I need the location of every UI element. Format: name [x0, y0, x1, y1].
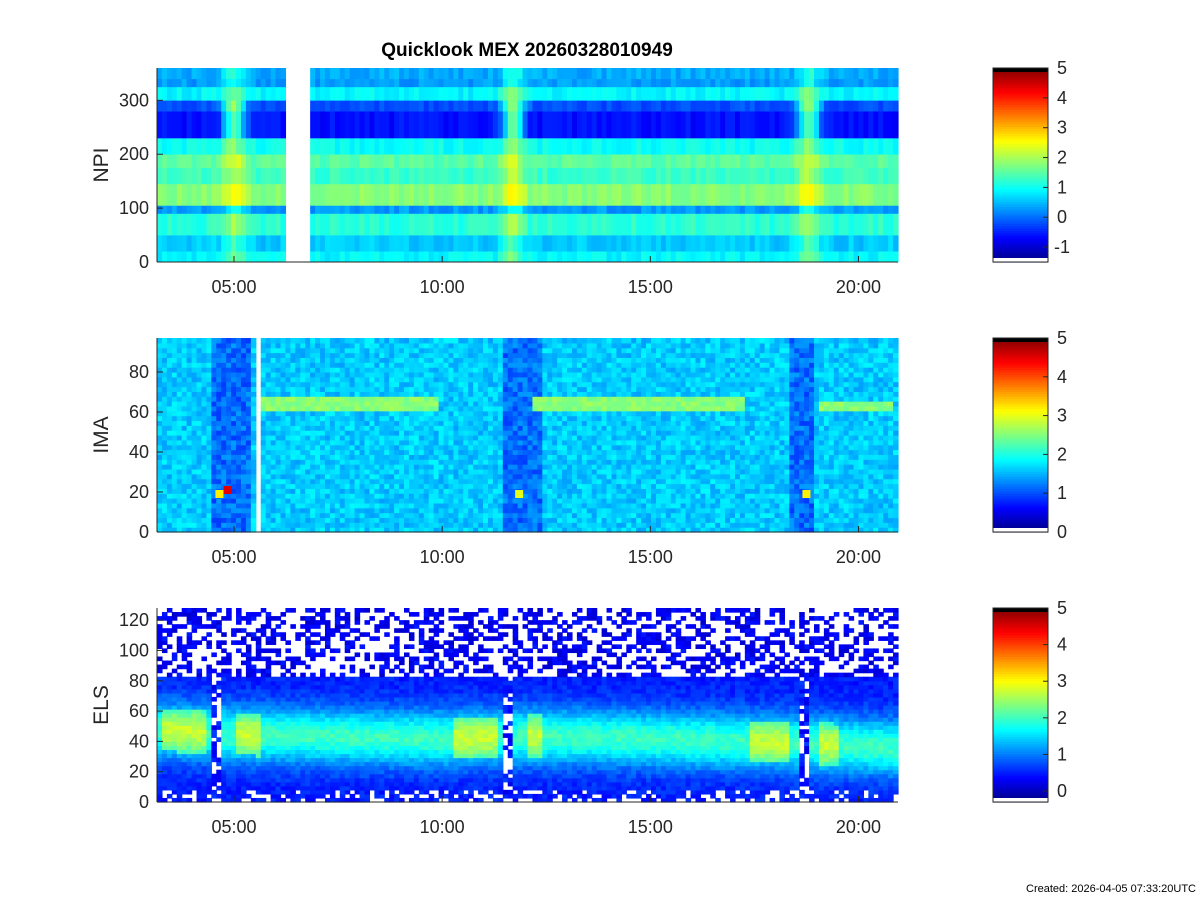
- colorbar-tick-label: 1: [1057, 483, 1067, 503]
- colorbar-tick-label: 0: [1057, 522, 1067, 542]
- colorbar-tick-label: 1: [1057, 177, 1067, 197]
- colorbar-tick-label: 3: [1057, 671, 1067, 691]
- x-tick-label: 10:00: [420, 547, 465, 567]
- y-tick-label: 40: [129, 731, 149, 751]
- creation-timestamp: Created: 2026-04-05 07:33:20UTC: [1026, 883, 1196, 895]
- colorbar-tick-label: 0: [1057, 781, 1067, 801]
- y-tick-label: 60: [129, 402, 149, 422]
- panel-npi: 0 100 200 300 05:00 10:00 15:00 20:00 NPI -1 0 1 2 3 4…: [90, 58, 1070, 297]
- x-tick-label: 05:00: [211, 817, 256, 837]
- x-tick-label: 05:00: [211, 277, 256, 297]
- colorbar-tick-label: 4: [1057, 88, 1067, 108]
- y-tick-label: 40: [129, 442, 149, 462]
- figure-title: Quicklook MEX 20260328010949: [381, 40, 673, 61]
- colorbar-tick-label: 4: [1057, 635, 1067, 655]
- colorbar-tick-label: 4: [1057, 367, 1067, 387]
- spectrogram-npi: [157, 68, 899, 263]
- colorbar-tick-label: -1: [1054, 237, 1070, 257]
- colorbar-tick-label: 0: [1057, 207, 1067, 227]
- colorbar-tick-label: 3: [1057, 406, 1067, 426]
- y-axis-label: IMA: [90, 416, 113, 453]
- colorbar-tick-label: 2: [1057, 708, 1067, 728]
- y-tick-label: 80: [129, 362, 149, 382]
- x-tick-label: 20:00: [836, 817, 881, 837]
- y-tick-label: 20: [129, 762, 149, 782]
- colorbar-ima: 0 1 2 3 4 5: [992, 328, 1067, 542]
- y-tick-label: 300: [119, 90, 149, 110]
- colorbar-tick-label: 5: [1057, 598, 1067, 618]
- colorbar-tick-label: 5: [1057, 58, 1067, 78]
- panel-els: 0 20 40 60 80 100 120 05:00 10:00 15:00 20:00 ELS 0 1…: [90, 598, 1067, 837]
- x-tick-label: 05:00: [211, 547, 256, 567]
- y-tick-label: 20: [129, 482, 149, 502]
- x-tick-label: 15:00: [628, 547, 673, 567]
- x-tick-label: 10:00: [420, 277, 465, 297]
- y-tick-label: 200: [119, 144, 149, 164]
- y-tick-label: 100: [119, 640, 149, 660]
- x-tick-label: 15:00: [628, 817, 673, 837]
- y-axis-label: ELS: [90, 685, 113, 725]
- colorbar-els: 0 1 2 3 4 5: [992, 598, 1067, 803]
- colorbar-tick-label: 3: [1057, 118, 1067, 138]
- x-tick-label: 20:00: [836, 277, 881, 297]
- y-tick-label: 120: [119, 610, 149, 630]
- y-tick-label: 0: [139, 252, 149, 272]
- y-tick-label: 80: [129, 671, 149, 691]
- y-tick-label: 0: [139, 792, 149, 812]
- colorbar-tick-label: 1: [1057, 744, 1067, 764]
- x-tick-label: 20:00: [836, 547, 881, 567]
- colorbar-tick-label: 2: [1057, 148, 1067, 168]
- spectrogram-ima: [157, 338, 899, 533]
- y-tick-label: 0: [139, 522, 149, 542]
- x-tick-label: 10:00: [420, 817, 465, 837]
- panel-ima: 0 20 40 60 80 05:00 10:00 15:00 20:00 IMA 0 1 2 3 4 5: [90, 328, 1067, 567]
- y-axis-label: NPI: [90, 147, 113, 182]
- spectrogram-els: [157, 608, 899, 803]
- colorbar-tick-label: 5: [1057, 328, 1067, 348]
- colorbar-npi: -1 0 1 2 3 4 5: [992, 58, 1070, 263]
- y-tick-label: 100: [119, 198, 149, 218]
- x-tick-label: 15:00: [628, 277, 673, 297]
- colorbar-tick-label: 2: [1057, 444, 1067, 464]
- y-tick-label: 60: [129, 701, 149, 721]
